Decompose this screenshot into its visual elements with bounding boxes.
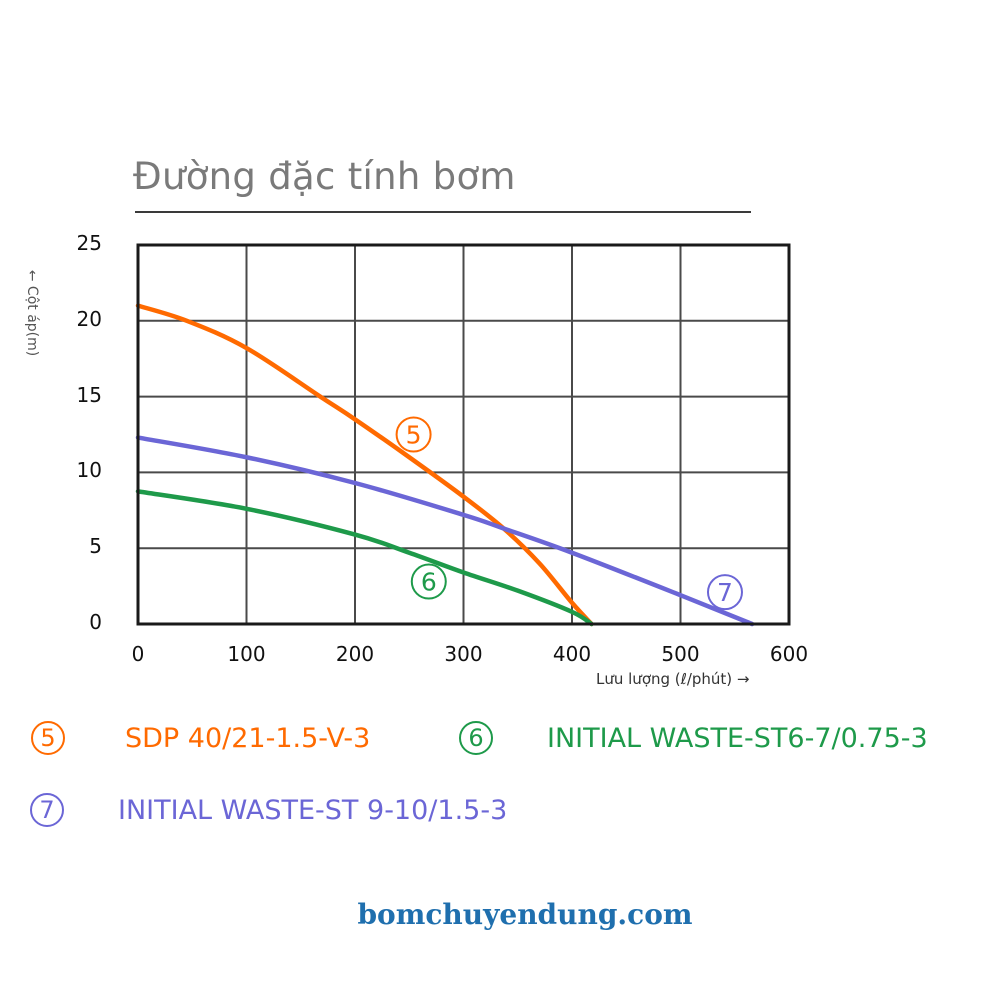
legend-label: INITIAL WASTE-ST6-7/0.75-3 <box>547 722 928 754</box>
curve-label-5: 5 <box>395 416 432 453</box>
plot-frame <box>136 243 791 626</box>
curve-7 <box>135 435 755 627</box>
y-tick-label: 5 <box>89 534 102 559</box>
curve-labels: 5 6 7 <box>395 416 743 611</box>
curve-label-6: 6 <box>410 563 447 600</box>
x-tick-label: 200 <box>335 642 375 666</box>
svg-text:5: 5 <box>406 421 422 450</box>
x-tick-label: 100 <box>227 642 266 666</box>
plot-area: 5 6 7 <box>135 243 791 627</box>
legend-marker-5: 5 <box>31 721 65 755</box>
chart-title: Đường đặc tính bơm <box>133 155 516 198</box>
website-watermark: bomchuyendung.com <box>357 898 693 931</box>
x-tick-label: 0 <box>131 642 145 666</box>
legend-item-7: 7 INITIAL WASTE-ST 9-10/1.5-3 <box>30 793 507 827</box>
y-tick-label: 0 <box>89 610 102 634</box>
svg-text:6: 6 <box>421 568 437 597</box>
curve-label-7: 7 <box>706 574 743 611</box>
x-tick-label: 400 <box>552 642 592 666</box>
legend-item-6: 6 INITIAL WASTE-ST6-7/0.75-3 <box>459 721 928 755</box>
data-series <box>135 303 755 627</box>
legend-label: INITIAL WASTE-ST 9-10/1.5-3 <box>118 794 508 826</box>
x-axis-label: Lưu lượng (ℓ/phút) → <box>596 670 750 688</box>
curve-6 <box>135 489 594 627</box>
y-tick-label: 25 <box>76 231 102 255</box>
curve-5 <box>135 303 594 627</box>
grid-lines <box>137 244 790 625</box>
y-tick-label: 20 <box>76 306 102 331</box>
y-tick-label: 10 <box>76 458 102 483</box>
y-tick-label: 15 <box>76 382 102 407</box>
legend-marker-6: 6 <box>459 721 493 755</box>
legend-label: SDP 40/21-1.5-V-3 <box>125 722 371 754</box>
x-tick-label: 600 <box>769 642 809 666</box>
x-tick-label: 500 <box>661 642 700 666</box>
legend-marker-7: 7 <box>30 793 64 827</box>
title-divider <box>135 211 751 213</box>
legend-item-5: 5 SDP 40/21-1.5-V-3 <box>31 721 370 755</box>
x-tick-label: 300 <box>444 642 483 666</box>
svg-text:7: 7 <box>717 578 733 607</box>
